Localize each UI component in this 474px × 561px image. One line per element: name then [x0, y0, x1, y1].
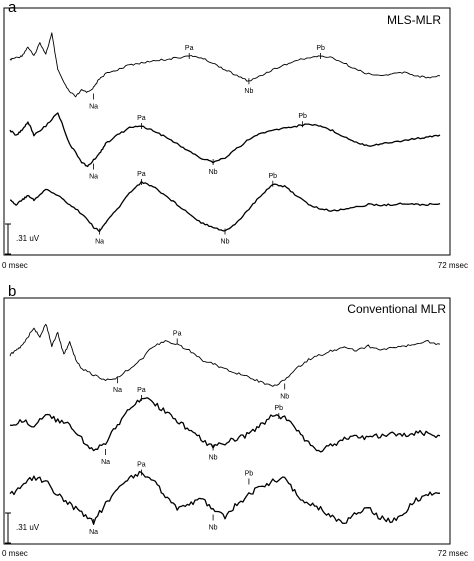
peak-label-pb: Pb [269, 173, 278, 180]
peak-label-nb: Nb [209, 525, 218, 532]
peak-label-pb: Pb [275, 405, 284, 412]
peak-label-pa: Pa [173, 331, 182, 338]
trace-panel-b-2 [9, 397, 441, 453]
panel-a-scale-label: .31 uV [16, 234, 40, 243]
peak-label-pa: Pa [185, 45, 194, 52]
panel-b-x-start-label: 0 msec [2, 549, 28, 558]
peak-label-pa: Pa [137, 171, 146, 178]
peak-label-nb: Nb [209, 169, 218, 176]
trace-panel-b-1 [9, 323, 441, 387]
peak-label-na: Na [89, 529, 98, 536]
panel-b-scale-bar [5, 512, 11, 544]
peak-label-na: Na [89, 104, 98, 111]
panel-b-scale-label: .31 uV [16, 523, 40, 532]
peak-label-nb: Nb [209, 455, 218, 462]
panel-b-x-end-label: 72 msec [438, 549, 468, 558]
panel-a-x-start-label: 0 msec [2, 261, 28, 270]
panel-a-frame [3, 7, 451, 256]
panel-a-x-end-label: 72 msec [438, 261, 468, 270]
trace-panel-a-1 [9, 32, 441, 98]
panel-b-title: Conventional MLR [347, 302, 446, 316]
trace-panel-a-2 [9, 112, 441, 168]
peak-label-na: Na [101, 459, 110, 466]
peak-label-pb: Pb [298, 113, 307, 120]
trace-panel-b-3 [9, 470, 441, 525]
peak-label-pa: Pa [137, 462, 146, 469]
peak-label-nb: Nb [280, 394, 289, 401]
peak-label-na: Na [113, 387, 122, 394]
peak-label-nb: Nb [244, 88, 253, 95]
panel-a-scale-bar [5, 223, 11, 255]
peak-label-pa: Pa [137, 115, 146, 122]
peak-label-na: Na [95, 239, 104, 246]
peak-label-nb: Nb [221, 239, 230, 246]
peak-label-na: Na [89, 174, 98, 181]
panel-a-title: MLS-MLR [387, 13, 441, 27]
panel-letter-b: b [8, 283, 16, 300]
peak-label-pa: Pa [137, 387, 146, 394]
traces-layer: Na Pa Nb Pb Na Pa Nb Pb Na Pa Nb Pb Na Pa Nb Na Pa Nb Pb Na… [9, 32, 441, 536]
trace-panel-a-3 [9, 180, 441, 232]
panel-b-frame [3, 297, 451, 545]
peak-label-pb: Pb [316, 45, 325, 52]
peak-label-pb: Pb [245, 471, 254, 478]
